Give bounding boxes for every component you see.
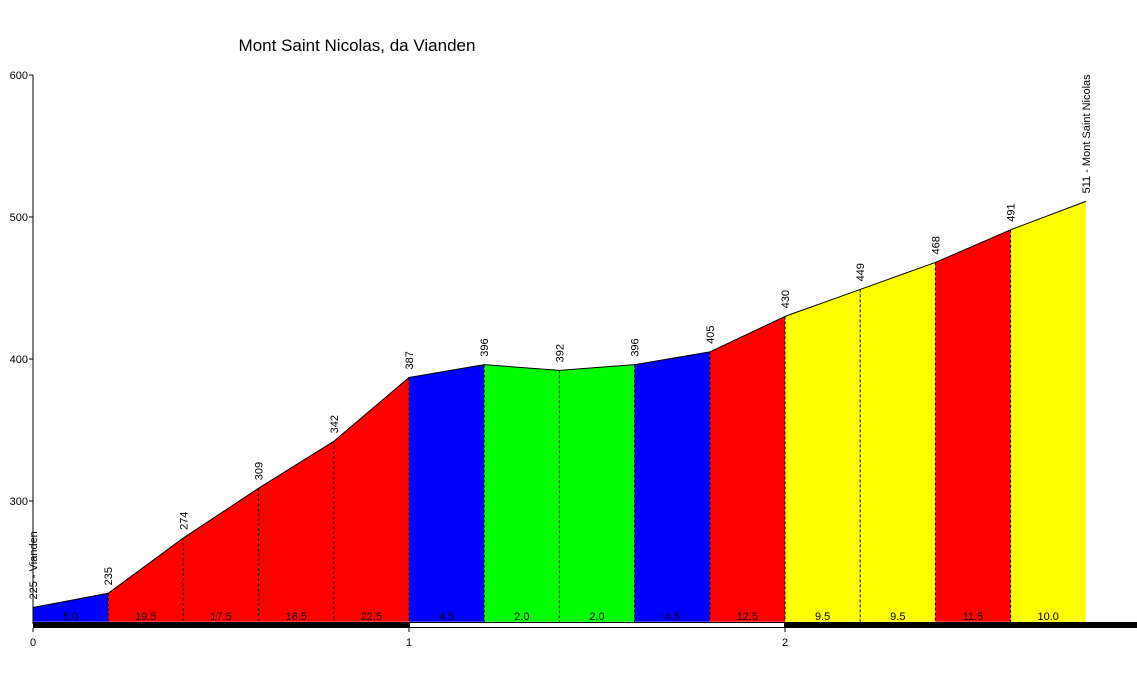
profile-line: [333, 377, 410, 442]
elevation-label: 396: [630, 338, 642, 356]
chart-title: Mont Saint Nicolas, da Vianden: [239, 36, 476, 55]
profile-line: [634, 351, 710, 366]
profile-line: [860, 261, 936, 290]
elevation-label: 430: [780, 290, 792, 308]
x-tick-label: 1: [406, 637, 412, 649]
gradient-label: 12.5: [737, 611, 758, 623]
gradient-label: 9.5: [815, 611, 830, 623]
segment: [860, 262, 936, 622]
segment: [709, 316, 785, 622]
elevation-label: 225 - Vianden: [28, 531, 40, 599]
segment: [559, 364, 635, 622]
profile-line: [484, 364, 560, 371]
gradient-label: 17.5: [210, 611, 231, 623]
elevation-label: 405: [705, 326, 717, 344]
elevation-label: 235: [103, 567, 115, 585]
gradient-label: 19.5: [135, 611, 156, 623]
segment: [33, 593, 109, 622]
elevation-label: 342: [329, 415, 341, 433]
elevation-label: 309: [254, 462, 266, 480]
scale-bar: [785, 622, 1137, 628]
gradient-label: 5.0: [63, 611, 78, 623]
scale-bar: [33, 622, 409, 628]
y-tick-label: 300: [10, 496, 28, 508]
elevation-label: 387: [404, 351, 416, 369]
profile-line: [408, 364, 485, 378]
profile-line: [107, 537, 184, 594]
gradient-label: 16.5: [285, 611, 306, 623]
gradient-label: 22.5: [361, 611, 382, 623]
elevation-label: 491: [1006, 203, 1018, 221]
segment: [183, 488, 259, 622]
segment: [409, 364, 485, 622]
scale-bar: [409, 622, 785, 628]
segment: [484, 364, 560, 622]
profile-line: [935, 229, 1011, 263]
gradient-label: 4.5: [439, 611, 454, 623]
elevation-label: 274: [178, 512, 190, 530]
gradient-label: 9.5: [890, 611, 905, 623]
gradient-label: 11.5: [963, 611, 984, 623]
profile-line: [32, 592, 109, 608]
gradient-label: 4.5: [665, 611, 680, 623]
profile-line: [559, 364, 635, 371]
gradient-label: 10.0: [1037, 611, 1058, 623]
y-tick-label: 600: [10, 70, 28, 82]
elevation-label: 511 - Mont Saint Nicolas: [1081, 74, 1093, 194]
x-tick-label: 0: [30, 637, 36, 649]
segment: [258, 441, 334, 622]
elevation-label: 449: [855, 263, 867, 281]
profile-line: [1010, 200, 1086, 231]
segment: [333, 377, 409, 622]
plot: 5.0 19.5 17.5 16.5 22.5 4.5 2.0 2.0 4.5 12.5 9.5 9.…: [32, 200, 1086, 623]
profile-line: [258, 440, 335, 489]
elevation-label: 396: [479, 338, 491, 356]
profile-line: [709, 315, 786, 353]
segment: [634, 351, 710, 622]
profile-line: [784, 288, 861, 317]
gradient-label: 2.0: [514, 611, 529, 623]
segment: [785, 289, 861, 622]
elevation-label: 392: [554, 344, 566, 362]
x-tick-label: 2: [782, 637, 788, 649]
segment: [108, 537, 184, 622]
segment: [1010, 201, 1086, 622]
y-tick-label: 500: [10, 212, 28, 224]
y-tick-label: 400: [10, 354, 28, 366]
gradient-label: 2.0: [589, 611, 604, 623]
profile-line: [183, 487, 259, 539]
segment: [935, 229, 1011, 622]
elevation-label: 468: [930, 236, 942, 254]
